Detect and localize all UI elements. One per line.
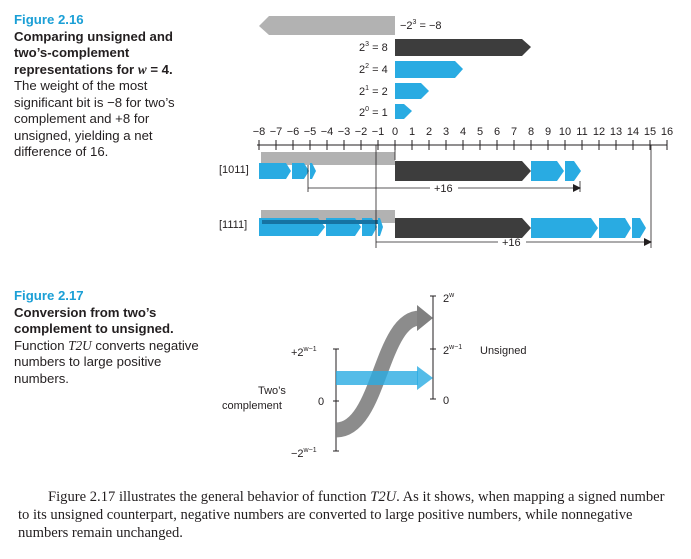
axis-tick-label: 12: [593, 126, 605, 138]
axis-tick-label: 6: [494, 126, 500, 138]
row1011-seg-u1: [565, 161, 581, 181]
body-prefix: Function: [14, 337, 69, 353]
axis-labels: −8 −7 −6 −5 −4 −3 −2 −1 0 1 2 3 4 5 6 7 8 9 10 11 12 13 14 15 16: [253, 126, 673, 138]
math-var-w: w: [137, 61, 147, 77]
left-top-label: +2w−1: [291, 346, 317, 359]
bar-1: [395, 104, 412, 119]
row1111-seg-u1: [632, 218, 646, 238]
left-zero-label: 0: [318, 396, 324, 408]
paragraph-prefix: Figure 2.17 illustrates the general beha…: [48, 489, 371, 505]
axis-tick-label: 13: [610, 126, 622, 138]
axis-tick-label: −1: [372, 126, 385, 138]
body-suffix: converts negative numbers to large posit…: [14, 337, 199, 386]
row1011-seg-2: [292, 163, 309, 179]
twos-complement-title: Two’s: [258, 385, 286, 397]
figure-label: Figure 2.16: [14, 12, 84, 27]
figure-2-16-caption: Figure 2.16 Comparing unsigned and two’s…: [14, 12, 204, 161]
row1111-seg-u2: [599, 218, 631, 238]
weight-label-1: 20 = 1: [359, 106, 388, 119]
right-mid-label: 2w−1: [443, 344, 462, 357]
axis-ticks: [258, 140, 668, 150]
figure-body: The weight of the most significant bit i…: [14, 78, 175, 159]
right-zero-label: 0: [443, 395, 449, 407]
row-label-1111: [1111]: [219, 219, 247, 231]
axis-tick-label: 10: [559, 126, 571, 138]
figure-title-text: Comparing unsigned and two’s-complement …: [14, 28, 173, 77]
row1011-seg-neg8: [259, 163, 291, 179]
axis-tick-label: 3: [443, 126, 449, 138]
row1111-seg-u4: [531, 218, 598, 238]
axis-tick-label: 0: [392, 126, 398, 138]
axis-tick-label: 16: [661, 126, 673, 138]
bar-4: [395, 61, 463, 78]
row1011-seg-8: [395, 161, 531, 181]
axis-tick-label: −8: [253, 126, 266, 138]
axis-tick-label: 1: [409, 126, 415, 138]
axis-tick-label: 4: [460, 126, 466, 138]
bar-2: [395, 83, 429, 99]
figure-title: Conversion from two’s complement to unsi…: [14, 304, 174, 337]
figure-label: Figure 2.17: [14, 288, 84, 303]
row-label-1011: [1011]: [219, 164, 249, 176]
weight-label-8: 23 = 8: [359, 41, 388, 54]
axis-tick-label: 2: [426, 126, 432, 138]
row1111-seg-1: [378, 218, 383, 236]
weight-label-2: 21 = 2: [359, 85, 388, 98]
axis-tick-label: −5: [304, 126, 317, 138]
figure-2-17-caption: Figure 2.17 Conversion from two’s comple…: [14, 288, 204, 387]
unsigned-title: Unsigned: [480, 345, 526, 357]
function-name: T2U: [68, 337, 92, 353]
axis-tick-label: 15: [644, 126, 656, 138]
math-eq: = 4.: [146, 61, 173, 77]
offset-label-1011: +16: [434, 183, 453, 195]
axis-tick-label: 14: [627, 126, 639, 138]
row1011-gray-bar: [261, 152, 395, 165]
right-top-label: 2w: [443, 292, 455, 305]
axis-tick-label: 5: [477, 126, 483, 138]
body-paragraph: Figure 2.17 illustrates the general beha…: [18, 488, 678, 542]
bar-neg8: [259, 16, 395, 35]
positive-mapping-arrowhead: [417, 366, 433, 390]
figure-title: Comparing unsigned and two’s-complement …: [14, 29, 204, 79]
positive-mapping-arrow: [336, 371, 418, 385]
left-bottom-label: −2w−1: [291, 447, 317, 460]
axis-tick-label: −6: [287, 126, 300, 138]
axis-tick-label: −7: [270, 126, 283, 138]
paragraph-suffix: . As it shows, when mapping a signed num…: [18, 489, 665, 541]
axis-tick-label: −4: [321, 126, 334, 138]
twos-complement-title: complement: [222, 400, 282, 412]
axis-tick-label: −2: [355, 126, 368, 138]
negative-mapping-arrowhead: [417, 305, 433, 331]
axis-tick-label: 9: [545, 126, 551, 138]
offset-label-1111: +16: [502, 237, 521, 249]
bar-8: [395, 39, 531, 56]
row1111-seg-8: [395, 218, 531, 238]
axis-tick-label: 8: [528, 126, 534, 138]
row1111-dark-stripe: [262, 220, 378, 224]
row1011-seg-u2: [531, 161, 564, 181]
figure-body: Function T2U converts negative numbers t…: [14, 338, 204, 388]
weight-label-4: 22 = 4: [359, 63, 388, 76]
axis-tick-label: 11: [576, 126, 587, 138]
weight-label-neg8: −23 = −8: [400, 19, 442, 32]
function-name: T2U: [370, 489, 397, 505]
row1011-seg-1: [310, 163, 316, 179]
axis-tick-label: 7: [511, 126, 517, 138]
axis-tick-label: −3: [338, 126, 351, 138]
